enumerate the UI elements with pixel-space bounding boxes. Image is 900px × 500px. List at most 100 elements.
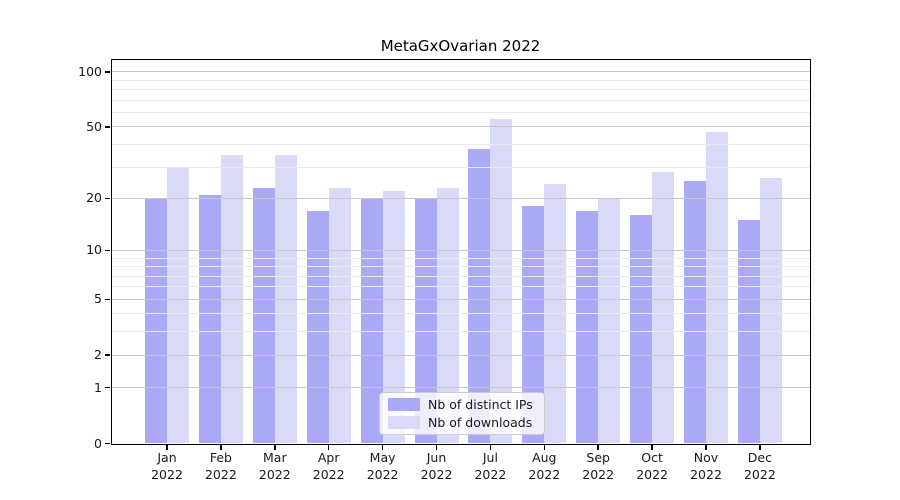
gridline-minor xyxy=(112,99,810,101)
bar-downloads-jan xyxy=(167,167,189,444)
bar-ips-aug xyxy=(522,206,545,444)
x-tick xyxy=(705,445,707,450)
y-tick-label: 0 xyxy=(94,435,102,451)
gridline-major xyxy=(112,126,810,128)
x-tick-year: 2022 xyxy=(474,466,507,482)
bar-ips-jan xyxy=(145,198,167,444)
x-tick-label: Dec 2022 xyxy=(729,450,791,483)
legend-item-downloads: Nb of downloads xyxy=(388,415,536,430)
x-tick-year: 2022 xyxy=(528,466,561,482)
x-tick-label: Aug 2022 xyxy=(513,450,575,483)
bar-ips-apr xyxy=(306,210,329,444)
x-tick-year: 2022 xyxy=(258,466,291,482)
y-tick xyxy=(105,354,110,356)
gridline-minor xyxy=(112,313,810,315)
legend-item-distinct-ips: Nb of distinct IPs xyxy=(388,397,536,412)
gridline-minor xyxy=(112,166,810,168)
gridline-major xyxy=(112,387,810,389)
gridline-minor xyxy=(112,89,810,91)
gridline-minor xyxy=(112,275,810,277)
x-tick-year: 2022 xyxy=(204,466,237,482)
x-tick xyxy=(435,445,438,450)
y-tick xyxy=(105,249,110,252)
axes-frame xyxy=(110,58,811,445)
x-tick xyxy=(274,445,276,450)
x-tick xyxy=(327,445,330,450)
gridline-major xyxy=(112,71,810,73)
x-tick-label: Jan 2022 xyxy=(136,450,198,483)
gridline-minor xyxy=(112,266,810,268)
y-tick-label: 2 xyxy=(94,347,102,363)
x-tick-label: Nov 2022 xyxy=(675,450,737,483)
y-tick-label: 1 xyxy=(94,379,102,395)
bar-downloads-sep xyxy=(598,198,621,444)
x-tick xyxy=(220,445,222,450)
x-tick-year: 2022 xyxy=(690,466,722,482)
x-tick xyxy=(166,445,168,450)
bar-ips-oct xyxy=(630,215,653,444)
x-tick xyxy=(381,445,384,450)
x-tick-label: Feb 2022 xyxy=(190,450,252,483)
bar-downloads-may xyxy=(382,191,405,444)
bar-ips-jun xyxy=(414,198,437,444)
legend: Nb of distinct IPs Nb of downloads xyxy=(379,392,545,435)
y-tick-label: 10 xyxy=(86,242,102,258)
bar-ips-feb xyxy=(198,194,221,444)
gridline-minor xyxy=(112,144,810,146)
y-tick xyxy=(105,71,110,73)
y-tick-label: 20 xyxy=(86,190,102,206)
y-tick xyxy=(105,386,110,389)
bar-downloads-nov xyxy=(706,131,728,444)
x-tick xyxy=(651,445,653,450)
gridline-minor xyxy=(112,257,810,259)
bar-ips-sep xyxy=(576,210,599,444)
gridline-minor xyxy=(112,112,810,114)
x-tick-label: Jul 2022 xyxy=(459,450,521,483)
x-tick-year: 2022 xyxy=(151,466,183,482)
x-tick-year: 2022 xyxy=(420,466,453,482)
bar-ips-mar xyxy=(252,187,275,444)
bar-downloads-oct xyxy=(652,172,675,444)
bar-ips-jul xyxy=(468,148,491,444)
x-tick-label: Apr 2022 xyxy=(298,450,360,483)
y-tick-label: 50 xyxy=(86,118,102,134)
gridline-major xyxy=(112,197,810,199)
bar-downloads-jun xyxy=(436,187,459,444)
x-tick-year: 2022 xyxy=(312,466,345,482)
x-tick xyxy=(543,445,546,450)
y-tick-label: 100 xyxy=(78,63,102,79)
x-tick-label: May 2022 xyxy=(352,450,414,483)
bar-downloads-apr xyxy=(328,187,351,444)
bar-ips-may xyxy=(360,198,383,444)
gridline-minor xyxy=(112,331,810,333)
chart-title: MetaGxOvarian 2022 xyxy=(380,37,541,55)
gridline-major xyxy=(112,354,810,356)
gridline-minor xyxy=(112,286,810,288)
y-tick xyxy=(105,126,110,128)
legend-swatch-distinct-ips xyxy=(388,398,420,411)
legend-swatch-downloads xyxy=(388,416,420,429)
gridline-major xyxy=(112,249,810,251)
x-tick xyxy=(597,445,599,450)
x-tick-label: Oct 2022 xyxy=(621,450,683,483)
gridline-minor xyxy=(112,79,810,81)
x-tick-year: 2022 xyxy=(582,466,615,482)
x-tick xyxy=(759,445,761,450)
y-tick-label: 5 xyxy=(94,291,102,307)
x-tick-label: Sep 2022 xyxy=(567,450,629,483)
x-tick-label: Mar 2022 xyxy=(244,450,306,483)
bar-downloads-dec xyxy=(759,178,782,444)
bar-ips-nov xyxy=(684,181,706,444)
y-tick xyxy=(105,197,110,200)
y-tick xyxy=(105,298,110,300)
x-tick-year: 2022 xyxy=(743,466,776,482)
bar-downloads-jul xyxy=(490,119,513,444)
x-tick xyxy=(489,445,492,450)
y-tick xyxy=(105,442,110,445)
x-tick-year: 2022 xyxy=(636,466,668,482)
legend-label-distinct-ips: Nb of distinct IPs xyxy=(428,397,533,412)
gridline-major xyxy=(112,298,810,300)
legend-label-downloads: Nb of downloads xyxy=(428,415,533,430)
x-tick-year: 2022 xyxy=(366,466,399,482)
